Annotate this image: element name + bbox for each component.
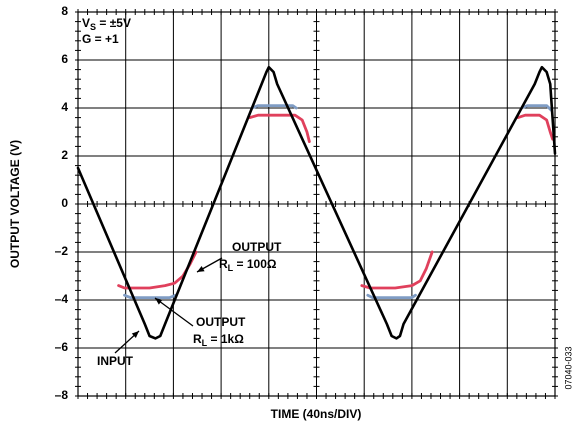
figure-id: 07040-033 bbox=[563, 346, 573, 389]
series-sublabel-part: R bbox=[193, 332, 202, 346]
series-sublabel-sub: L bbox=[228, 263, 234, 273]
condition-label: G = +1 bbox=[82, 32, 119, 46]
arrow-head bbox=[131, 331, 139, 338]
arrow-head bbox=[155, 298, 163, 305]
x-axis-title: TIME (40ns/DIV) bbox=[271, 407, 362, 421]
series-label: INPUT bbox=[97, 354, 134, 368]
series-label: OUTPUT bbox=[196, 315, 246, 329]
y-tick-label: 2 bbox=[61, 148, 68, 162]
series-sublabel: RL = 1kΩ bbox=[193, 332, 244, 348]
series-line bbox=[123, 104, 553, 299]
condition-label-sub: S bbox=[90, 22, 96, 32]
y-tick-label: 0 bbox=[61, 196, 68, 210]
y-tick-label: –4 bbox=[55, 292, 69, 306]
y-axis-title: OUTPUT VOLTAGE (V) bbox=[8, 140, 22, 268]
annotation-arrow bbox=[154, 297, 194, 327]
series-sublabel-sub: L bbox=[202, 338, 208, 348]
series-sublabel: RL = 100Ω bbox=[219, 257, 277, 273]
y-tick-label: 8 bbox=[61, 4, 68, 18]
series-line bbox=[76, 65, 557, 340]
y-tick-label: –6 bbox=[55, 340, 69, 354]
series-line bbox=[117, 113, 555, 290]
series-label: OUTPUT bbox=[232, 240, 282, 254]
line-path bbox=[123, 104, 553, 299]
y-tick-label: 6 bbox=[61, 52, 68, 66]
condition-label-part: = ±5V bbox=[96, 16, 131, 30]
series-sublabel-part: = 1kΩ bbox=[207, 332, 244, 346]
condition-label: VS = ±5V bbox=[82, 16, 131, 32]
series-sublabel-part: R bbox=[219, 257, 228, 271]
series-sublabel-part: = 100Ω bbox=[233, 257, 277, 271]
condition-label-part: V bbox=[82, 16, 90, 30]
condition-label-part: G = +1 bbox=[82, 32, 119, 46]
y-tick-label: –2 bbox=[55, 244, 69, 258]
line-path bbox=[76, 65, 557, 340]
y-tick-label: 4 bbox=[61, 100, 68, 114]
y-tick-label: –8 bbox=[55, 388, 69, 402]
line-path bbox=[117, 113, 555, 290]
plot-frame bbox=[77, 11, 556, 397]
arrow-head bbox=[197, 265, 205, 272]
